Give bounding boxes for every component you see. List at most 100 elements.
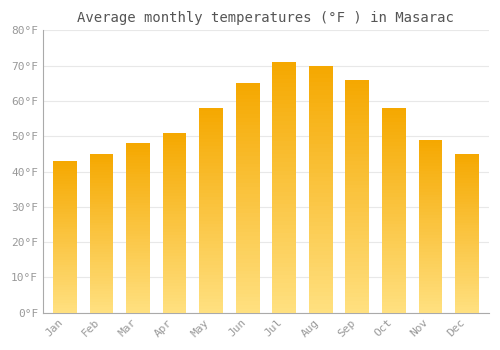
- Title: Average monthly temperatures (°F ) in Masarac: Average monthly temperatures (°F ) in Ma…: [78, 11, 454, 25]
- Bar: [346, 204, 369, 208]
- Bar: [199, 108, 223, 111]
- Bar: [455, 183, 479, 186]
- Bar: [199, 275, 223, 279]
- Bar: [272, 129, 296, 133]
- Bar: [53, 242, 77, 244]
- Bar: [126, 158, 150, 160]
- Bar: [53, 222, 77, 224]
- Bar: [90, 215, 114, 217]
- Bar: [309, 251, 332, 255]
- Bar: [90, 162, 114, 164]
- Bar: [455, 292, 479, 294]
- Bar: [455, 236, 479, 239]
- Bar: [199, 255, 223, 258]
- Bar: [126, 217, 150, 219]
- Bar: [53, 204, 77, 206]
- Bar: [236, 202, 260, 206]
- Bar: [418, 255, 442, 258]
- Bar: [199, 292, 223, 296]
- Bar: [53, 224, 77, 227]
- Bar: [126, 183, 150, 186]
- Bar: [236, 118, 260, 121]
- Bar: [418, 235, 442, 238]
- Bar: [53, 219, 77, 222]
- Bar: [236, 263, 260, 267]
- Bar: [418, 177, 442, 180]
- Bar: [272, 162, 296, 167]
- Bar: [346, 88, 369, 91]
- Bar: [455, 199, 479, 202]
- Bar: [90, 228, 114, 231]
- Bar: [382, 180, 406, 183]
- Bar: [382, 203, 406, 207]
- Bar: [382, 265, 406, 268]
- Bar: [162, 160, 186, 163]
- Bar: [272, 154, 296, 158]
- Bar: [418, 246, 442, 249]
- Bar: [455, 305, 479, 307]
- Bar: [455, 307, 479, 310]
- Bar: [309, 164, 332, 169]
- Bar: [162, 211, 186, 214]
- Bar: [90, 244, 114, 246]
- Bar: [126, 177, 150, 180]
- Bar: [455, 225, 479, 228]
- Bar: [236, 206, 260, 209]
- Bar: [272, 187, 296, 191]
- Bar: [199, 149, 223, 152]
- Bar: [309, 300, 332, 304]
- Bar: [309, 136, 332, 140]
- Bar: [418, 289, 442, 293]
- Bar: [90, 289, 114, 292]
- Bar: [53, 247, 77, 250]
- Bar: [90, 196, 114, 199]
- Bar: [126, 253, 150, 256]
- Bar: [346, 130, 369, 134]
- Bar: [346, 122, 369, 126]
- Bar: [162, 187, 186, 190]
- Bar: [455, 244, 479, 246]
- Bar: [53, 262, 77, 265]
- Bar: [236, 83, 260, 87]
- Bar: [455, 196, 479, 199]
- Bar: [309, 123, 332, 127]
- Bar: [455, 175, 479, 178]
- Bar: [418, 238, 442, 240]
- Bar: [455, 297, 479, 299]
- Bar: [455, 278, 479, 281]
- Bar: [162, 184, 186, 187]
- Bar: [309, 275, 332, 280]
- Bar: [418, 183, 442, 186]
- Bar: [126, 262, 150, 265]
- Bar: [455, 284, 479, 286]
- Bar: [199, 220, 223, 224]
- Bar: [346, 146, 369, 150]
- Bar: [309, 255, 332, 259]
- Bar: [53, 217, 77, 219]
- Bar: [382, 241, 406, 244]
- Bar: [309, 66, 332, 70]
- Bar: [126, 282, 150, 285]
- Bar: [272, 250, 296, 254]
- Bar: [382, 183, 406, 187]
- Bar: [199, 159, 223, 163]
- Bar: [236, 91, 260, 95]
- Bar: [126, 174, 150, 177]
- Bar: [126, 293, 150, 296]
- Bar: [199, 309, 223, 313]
- Bar: [382, 285, 406, 289]
- Bar: [236, 121, 260, 125]
- Bar: [199, 231, 223, 234]
- Bar: [162, 271, 186, 274]
- Bar: [346, 193, 369, 196]
- Bar: [162, 238, 186, 241]
- Bar: [418, 203, 442, 206]
- Bar: [309, 156, 332, 160]
- Bar: [236, 163, 260, 167]
- Bar: [455, 194, 479, 196]
- Bar: [346, 107, 369, 111]
- Bar: [309, 177, 332, 181]
- Bar: [382, 296, 406, 299]
- Bar: [90, 275, 114, 278]
- Bar: [53, 308, 77, 310]
